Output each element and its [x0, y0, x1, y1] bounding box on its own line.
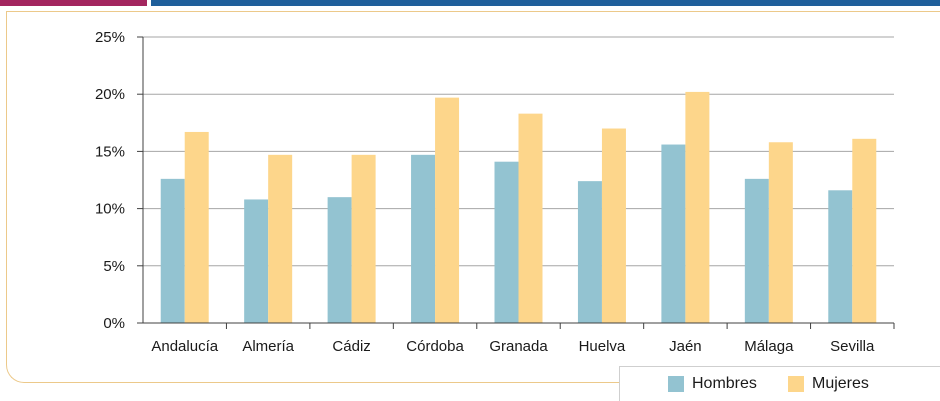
- bar-mujeres-7: [768, 142, 793, 323]
- bar-mujeres-3: [435, 97, 460, 323]
- bar-hombres-2: [327, 197, 352, 323]
- bar-mujeres-1: [268, 154, 293, 323]
- axes: [137, 36, 895, 329]
- y-tick-label-0: 0%: [103, 315, 125, 332]
- bar-mujeres-4: [518, 113, 543, 323]
- y-tick-label-4: 20%: [95, 86, 125, 103]
- x-tick-label-5: Huelva: [579, 338, 626, 355]
- y-tick-label-3: 15%: [95, 143, 125, 160]
- x-tick-label-4: Granada: [489, 338, 548, 355]
- y-tick-labels: 0% 5% 10% 15% 20% 25%: [95, 29, 125, 332]
- y-tick-label-5: 25%: [95, 29, 125, 46]
- x-tick-label-7: Málaga: [744, 338, 794, 355]
- bar-hombres-3: [411, 154, 436, 323]
- bar-mujeres-0: [184, 131, 209, 323]
- legend-label-mujeres: Mujeres: [812, 375, 869, 392]
- legend-swatch-hombres: [668, 376, 684, 392]
- x-tick-label-2: Cádiz: [332, 338, 370, 355]
- x-tick-label-1: Almería: [242, 338, 294, 355]
- bar-mujeres-5: [601, 128, 626, 323]
- top-accent-left: [0, 0, 147, 6]
- x-tick-label-3: Córdoba: [406, 338, 464, 355]
- chart-frame: [6, 11, 940, 383]
- x-tick-label-0: Andalucía: [151, 338, 218, 355]
- bar-hombres-0: [160, 178, 185, 323]
- bar-hombres-5: [577, 181, 602, 323]
- top-accent-right: [151, 0, 940, 6]
- y-tick-label-1: 5%: [103, 258, 125, 275]
- legend-label-hombres: Hombres: [692, 375, 757, 392]
- x-tick-label-6: Jaén: [669, 338, 702, 355]
- bar-hombres-1: [244, 199, 269, 323]
- bars: [160, 91, 877, 323]
- bar-hombres-6: [661, 144, 686, 323]
- legend-item-hombres: Hombres: [668, 375, 757, 393]
- bar-hombres-8: [828, 190, 853, 323]
- x-tick-labels: Andalucía Almería Cádiz Córdoba Granada Huelv…: [151, 338, 875, 355]
- bar-hombres-4: [494, 161, 519, 323]
- bar-mujeres-8: [852, 138, 877, 323]
- bar-mujeres-6: [685, 91, 710, 323]
- top-accent-bar: [0, 0, 940, 6]
- y-tick-label-2: 10%: [95, 201, 125, 218]
- legend-item-mujeres: Mujeres: [788, 375, 869, 393]
- bar-mujeres-2: [351, 154, 376, 323]
- legend: Hombres Mujeres: [619, 366, 940, 401]
- x-tick-label-8: Sevilla: [830, 338, 875, 355]
- legend-swatch-mujeres: [788, 376, 804, 392]
- bar-hombres-7: [744, 178, 769, 323]
